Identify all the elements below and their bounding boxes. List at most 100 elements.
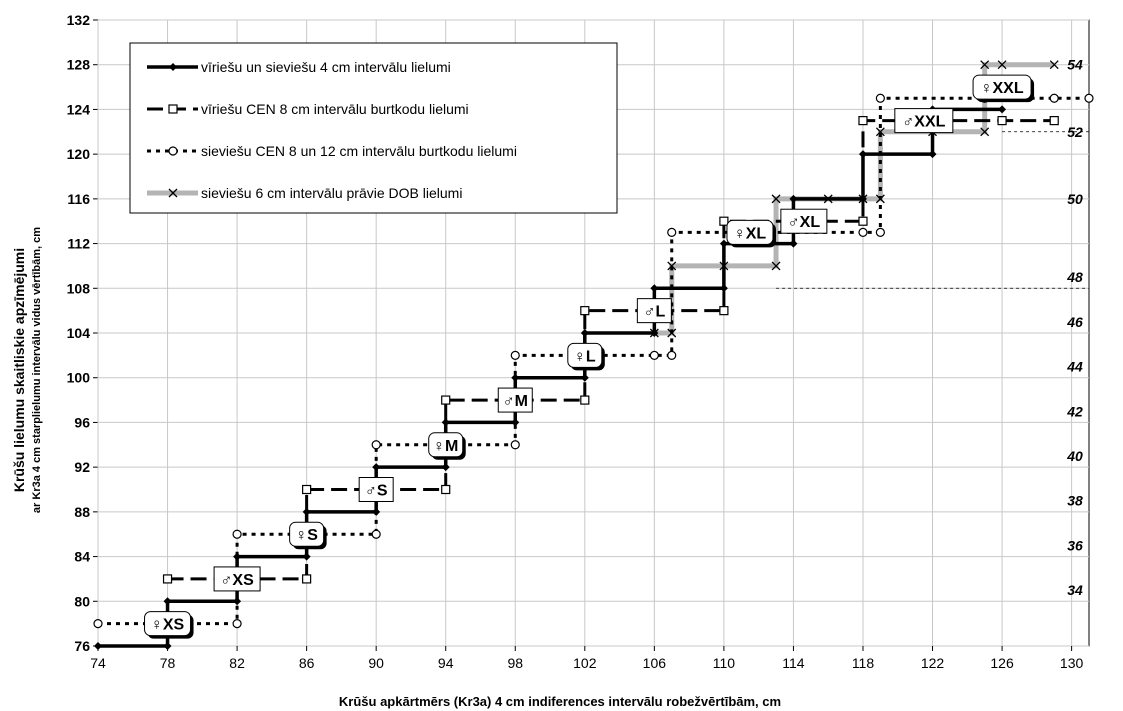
right-size-label: 36 [1067, 537, 1083, 553]
size-label-male: ♂XS [213, 566, 261, 592]
guide-lines [776, 131, 1089, 289]
data-point [1049, 93, 1059, 103]
data-point [997, 60, 1007, 70]
size-label-box [497, 387, 533, 413]
size-label-female: ♀XL [726, 219, 776, 248]
data-point [511, 418, 520, 427]
data-point [858, 194, 867, 203]
legend-swatch-marker [168, 146, 178, 156]
data-point [875, 227, 885, 237]
data-point [580, 329, 589, 337]
y-tick-label: 128 [67, 57, 91, 73]
size-label-text: ♂XXL [902, 114, 945, 131]
x-tick-label: 114 [782, 655, 805, 671]
data-point [511, 373, 520, 382]
data-point [858, 227, 868, 237]
data-point [667, 261, 677, 271]
y-tick-label: 120 [67, 146, 91, 162]
size-label-box [289, 521, 325, 547]
legend-swatch-marker [169, 63, 177, 71]
x-tick-label: 122 [921, 655, 945, 671]
data-point [232, 529, 242, 539]
size-label-female: ♀M [428, 432, 466, 460]
y-tick-label: 100 [67, 370, 91, 386]
data-point [580, 395, 590, 405]
x-tick-label: 106 [643, 655, 667, 671]
x-tick-label: 74 [90, 655, 106, 671]
y-tick-label: 112 [67, 236, 90, 252]
y-tick-label: 124 [67, 101, 91, 117]
data-point [372, 507, 381, 516]
right-size-label: 34 [1067, 582, 1083, 598]
size-label-female: ♀XXL [972, 74, 1035, 103]
legend: vīriešu un sieviešu 4 cm intervālu lielu… [129, 42, 618, 214]
data-point [875, 127, 885, 137]
legend-label: vīriešu un sieviešu 4 cm intervālu lielu… [201, 59, 451, 75]
data-point [441, 395, 451, 405]
size-label-text: ♀L [574, 348, 596, 365]
data-point [441, 418, 450, 427]
x-axis-label: Krūšu apkārtmērs (Kr3a) 4 cm indiference… [339, 694, 781, 709]
data-point [1049, 116, 1059, 126]
data-point [302, 484, 312, 495]
size-label-box [726, 219, 774, 245]
size-label-male: ♂L [636, 298, 672, 324]
data-point [163, 642, 172, 650]
x-tick-label: 78 [160, 655, 176, 671]
y-axis-label: Krūšu lielumu skaitliskie apzīmējumi [11, 248, 27, 492]
right-size-label: 50 [1067, 191, 1083, 207]
y-tick-label: 108 [67, 280, 91, 296]
right-size-label: 52 [1067, 124, 1083, 140]
data-point [789, 239, 798, 248]
y-tick-label: 76 [74, 638, 90, 654]
data-point [162, 574, 173, 584]
x-tick-label: 118 [852, 655, 875, 671]
size-label-text: ♀XXL [981, 80, 1024, 97]
x-tick-label: 82 [229, 655, 245, 671]
data-point [1049, 60, 1059, 70]
data-point [789, 194, 798, 203]
data-point [997, 116, 1007, 126]
size-label-text: ♂M [503, 393, 528, 410]
data-point [372, 463, 381, 472]
size-label-box [636, 298, 672, 324]
data-point [441, 484, 451, 495]
y-tick-label: 92 [74, 459, 90, 475]
size-label-male: ♂M [497, 387, 533, 413]
legend-label: sieviešu CEN 8 un 12 cm intervālu burtko… [201, 143, 517, 159]
size-label-box [358, 477, 394, 502]
data-point [998, 105, 1007, 114]
data-point [302, 552, 311, 561]
x-tick-label: 94 [438, 655, 454, 671]
data-point [163, 597, 172, 606]
right-size-label: 54 [1067, 57, 1083, 73]
data-point [667, 350, 677, 360]
size-label-female: ♀S [289, 521, 327, 550]
x-tick-label: 126 [990, 655, 1014, 671]
y-tick-label: 116 [67, 191, 90, 207]
data-point [580, 306, 590, 316]
size-label-text: ♂L [643, 304, 665, 321]
legend-box [129, 42, 618, 214]
right-size-label: 44 [1066, 359, 1083, 375]
data-point [980, 127, 990, 137]
size-label-box [428, 432, 464, 458]
data-point [371, 440, 381, 450]
data-point [719, 284, 728, 293]
y-tick-label: 132 [67, 12, 91, 28]
series-1 [94, 105, 1007, 650]
right-size-label: 40 [1066, 448, 1083, 464]
size-label-text: ♀XS [151, 617, 185, 634]
data-point [233, 552, 242, 561]
size-label-box [144, 611, 192, 637]
y-tick-label: 84 [74, 549, 90, 565]
data-point [94, 642, 102, 650]
data-point [441, 463, 450, 472]
data-point [510, 440, 520, 450]
legend-swatch-marker [168, 104, 178, 114]
data-point [719, 239, 728, 248]
tick-labels: 76 80 84 88 92 96 100 104 108 112 116 120 124 128 132 7… [67, 12, 1084, 671]
y-tick-label: 80 [74, 593, 90, 609]
right-size-labels: 34 36 38 40 42 44 46 48 50 52 54 [1066, 57, 1083, 598]
